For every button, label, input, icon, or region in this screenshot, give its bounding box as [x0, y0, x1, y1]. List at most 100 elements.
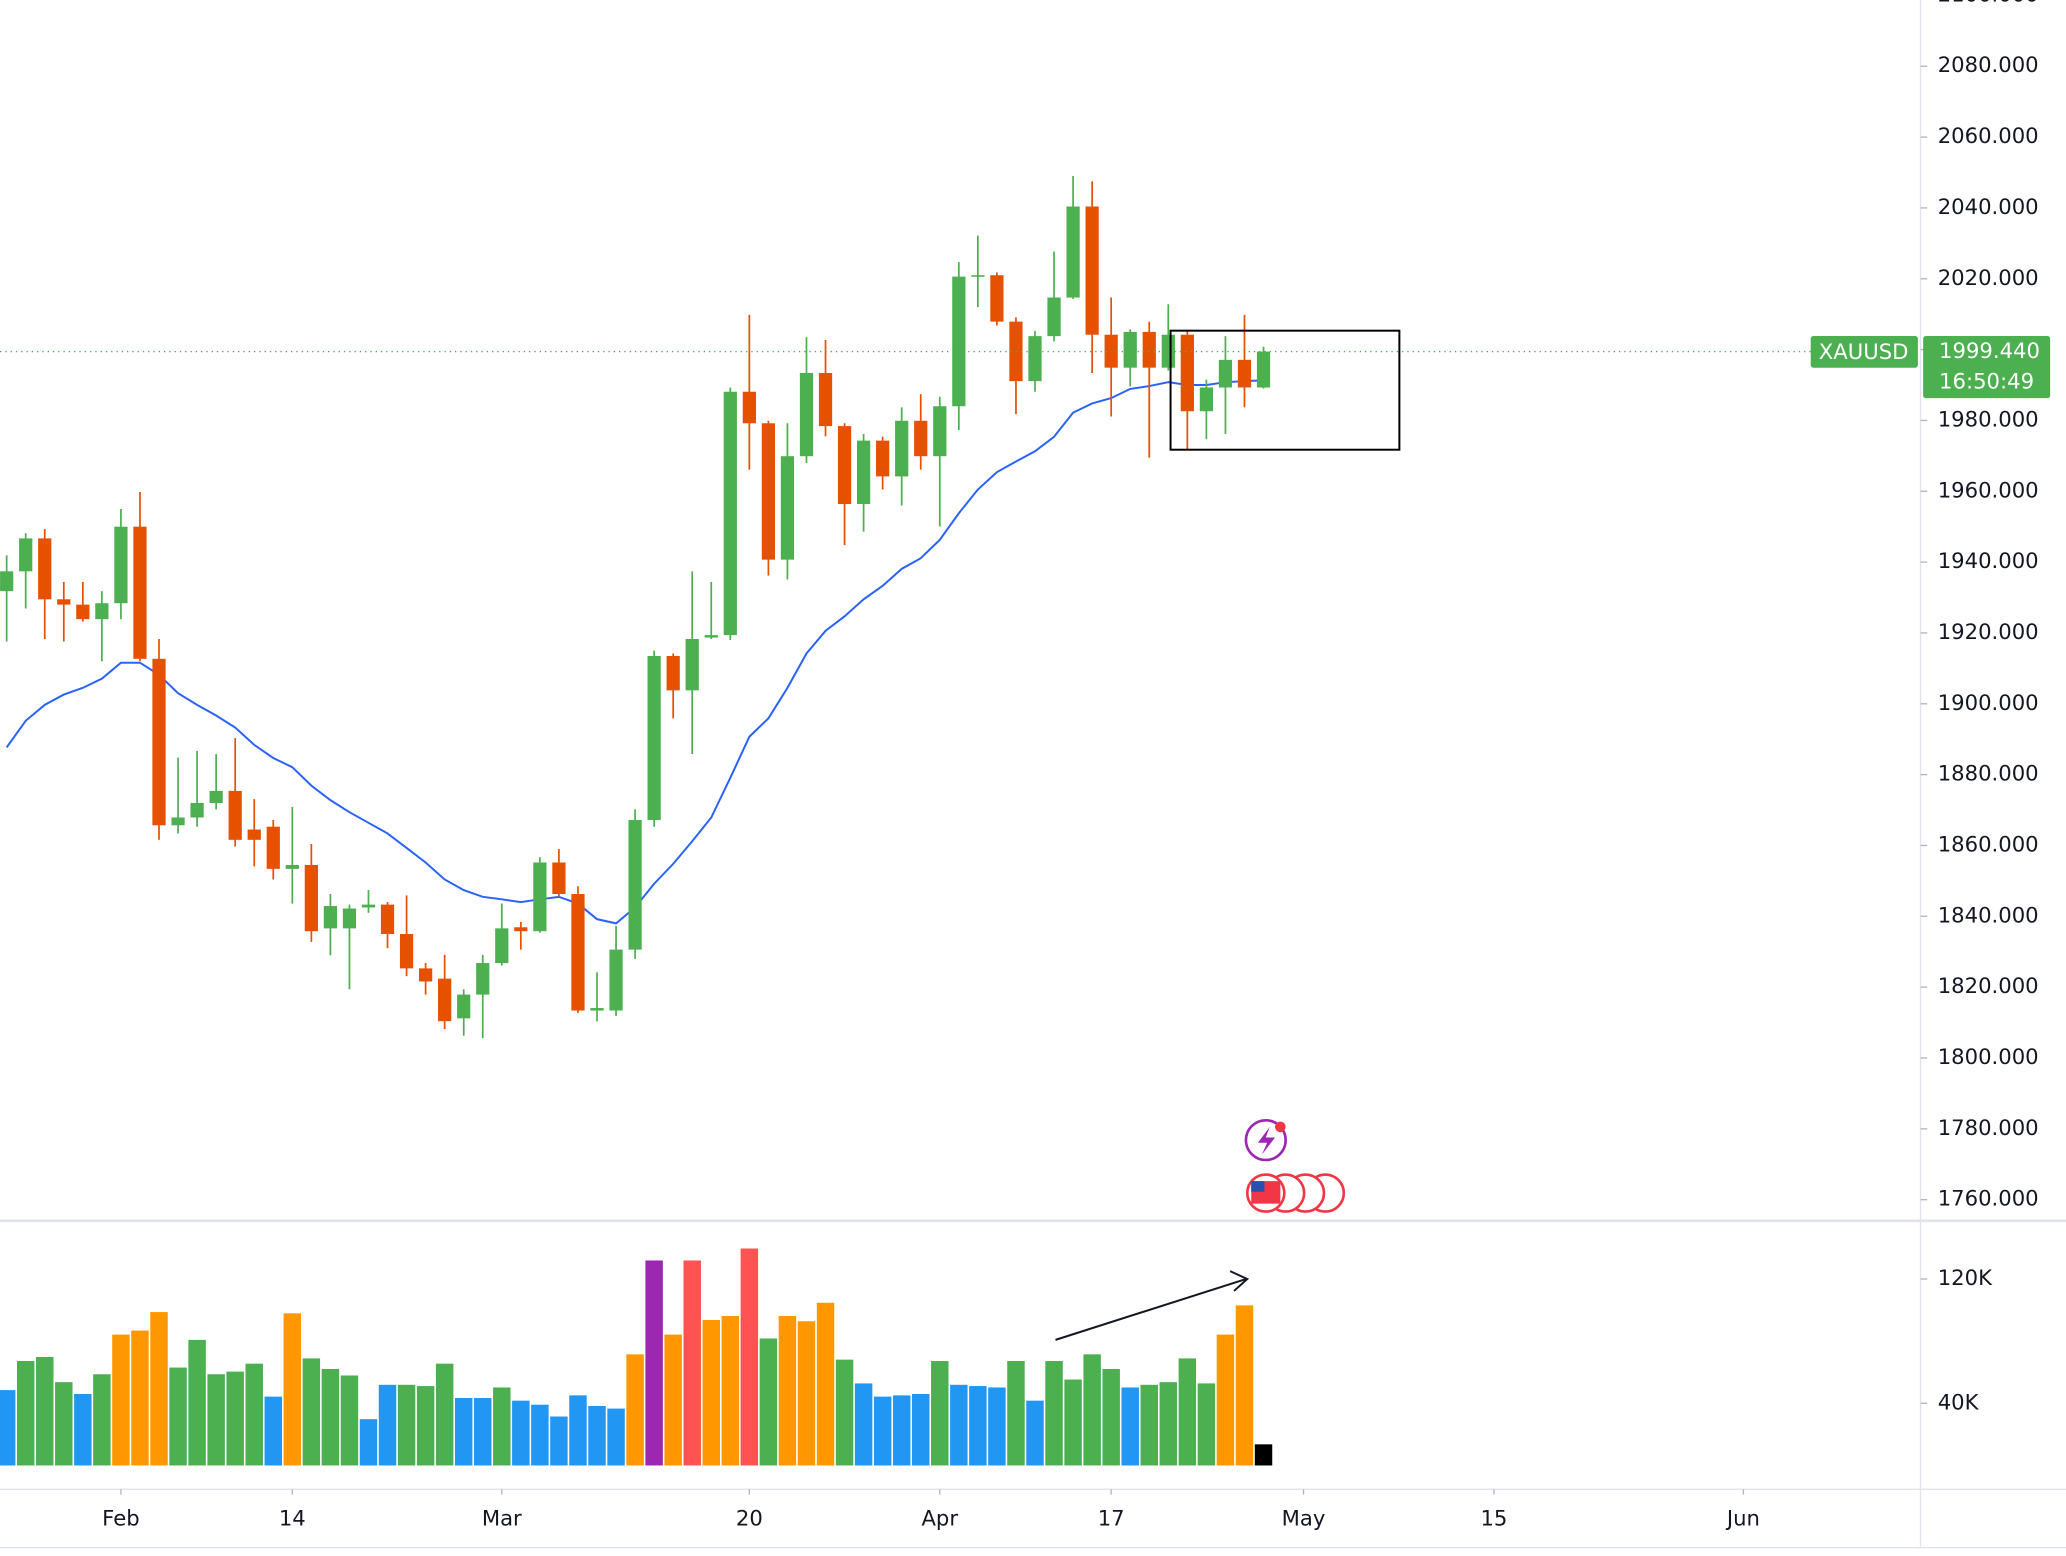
- volume-bar: [702, 1319, 720, 1466]
- candle-body: [780, 456, 795, 560]
- volume-bar: [131, 1330, 149, 1466]
- volume-bar: [892, 1395, 911, 1466]
- volume-bar: [740, 1248, 759, 1466]
- candle-body: [609, 949, 623, 1011]
- volume-bar: [321, 1368, 340, 1466]
- volume-bar: [1197, 1383, 1216, 1466]
- y-tick-label: 1800.000: [1938, 1044, 2039, 1069]
- candle-body: [361, 904, 376, 908]
- candle-body: [438, 978, 452, 1022]
- y-tick-label: 1920.000: [1938, 619, 2039, 644]
- volume-bar: [645, 1260, 663, 1466]
- volume-bar: [1121, 1387, 1139, 1466]
- economic-events[interactable]: [1245, 1173, 1346, 1213]
- annotation-arrow: [1055, 1278, 1247, 1341]
- candle-body: [952, 276, 966, 407]
- y-tick-label: 2020.000: [1938, 265, 2039, 290]
- candle-body: [57, 599, 71, 605]
- volume-bar: [512, 1400, 530, 1466]
- candle-body: [285, 864, 299, 869]
- candle-body: [1256, 351, 1271, 388]
- candle-body: [1123, 331, 1137, 368]
- y-tick-label: 1780.000: [1938, 1115, 2039, 1140]
- volume-bar: [721, 1315, 740, 1466]
- volume-bar: [283, 1313, 302, 1466]
- candle-body: [876, 440, 890, 477]
- candle-body: [399, 934, 414, 969]
- candle-body: [1161, 334, 1175, 368]
- symbol-label: XAUUSD: [1819, 339, 1909, 364]
- candle-body: [933, 406, 947, 457]
- candle-body: [1085, 206, 1099, 335]
- candle-body: [0, 571, 14, 592]
- volume-bar: [1007, 1361, 1025, 1466]
- volume-bar: [950, 1384, 968, 1466]
- candle-body: [247, 829, 261, 840]
- candle-body: [837, 426, 852, 505]
- y-tick-label: 2080.000: [1938, 52, 2039, 77]
- candle-body: [704, 635, 718, 638]
- event-dot: [1275, 1121, 1286, 1133]
- candle-body: [171, 817, 185, 826]
- candle-body: [133, 526, 147, 659]
- y-tick-label: 1960.000: [1938, 477, 2039, 502]
- candle-body: [190, 802, 204, 818]
- x-tick-label: 20: [736, 1506, 763, 1531]
- x-tick-label: 15: [1480, 1506, 1507, 1531]
- volume-bar: [0, 1390, 16, 1466]
- volume-bar: [226, 1371, 244, 1466]
- volume-bar: [378, 1384, 397, 1466]
- volume-bar: [1178, 1358, 1197, 1466]
- candle-body: [380, 904, 395, 935]
- symbol-tag: [1810, 335, 1918, 368]
- flag-canton: [1251, 1181, 1265, 1192]
- candle-body: [38, 538, 52, 600]
- volume-bar: [569, 1395, 587, 1466]
- volume-bar: [1026, 1400, 1044, 1466]
- candle-body: [1028, 336, 1042, 382]
- volume-bar: [607, 1408, 625, 1466]
- y-tick-label: 1860.000: [1938, 831, 2039, 856]
- plot: 1760.000 1780.000 1800.000 1820.000 1840.000…: [0, 0, 2039, 1531]
- candle-body: [95, 603, 109, 620]
- y-tick-label: 1880.000: [1938, 761, 2039, 786]
- volume-bar: [264, 1396, 282, 1466]
- x-tick-label: Apr: [921, 1506, 958, 1531]
- volume-bar: [1140, 1384, 1158, 1466]
- volume-bar: [683, 1260, 701, 1466]
- candle-body: [114, 526, 128, 604]
- candle-body: [1237, 359, 1252, 388]
- volume-bar: [474, 1398, 492, 1466]
- candle-body: [799, 372, 814, 457]
- candle-body: [209, 790, 223, 803]
- x-tick-label: 17: [1098, 1506, 1125, 1531]
- candle-body: [533, 862, 547, 932]
- y-tick-label: 1900.000: [1938, 690, 2039, 715]
- candle-body: [552, 862, 566, 895]
- candle-body: [457, 994, 471, 1019]
- price-tag: [1923, 335, 2051, 399]
- y-tick-label: 2100.000: [1938, 0, 2039, 6]
- volume-bar: [188, 1339, 206, 1466]
- volume-bar: [1216, 1334, 1235, 1466]
- x-tick-label: May: [1282, 1506, 1326, 1531]
- y-tick-label: 2040.000: [1938, 194, 2039, 219]
- annotation-box: [1169, 329, 1401, 451]
- candle-body: [818, 372, 833, 427]
- x-tick-label: 14: [279, 1506, 306, 1531]
- y-tick-label: 1980.000: [1938, 406, 2039, 431]
- last-price: 1999.440: [1939, 338, 2040, 363]
- volume-bar: [359, 1419, 378, 1466]
- candle-body: [1199, 387, 1214, 412]
- candle-body: [1218, 359, 1233, 388]
- candle-body: [685, 638, 699, 691]
- candle-body: [990, 275, 1004, 322]
- candle-body: [514, 927, 528, 932]
- candle-body: [647, 655, 661, 820]
- volume-bar: [1064, 1379, 1082, 1466]
- candle-body: [742, 391, 756, 424]
- volume-bar: [112, 1334, 130, 1466]
- volume-bar: [912, 1393, 930, 1466]
